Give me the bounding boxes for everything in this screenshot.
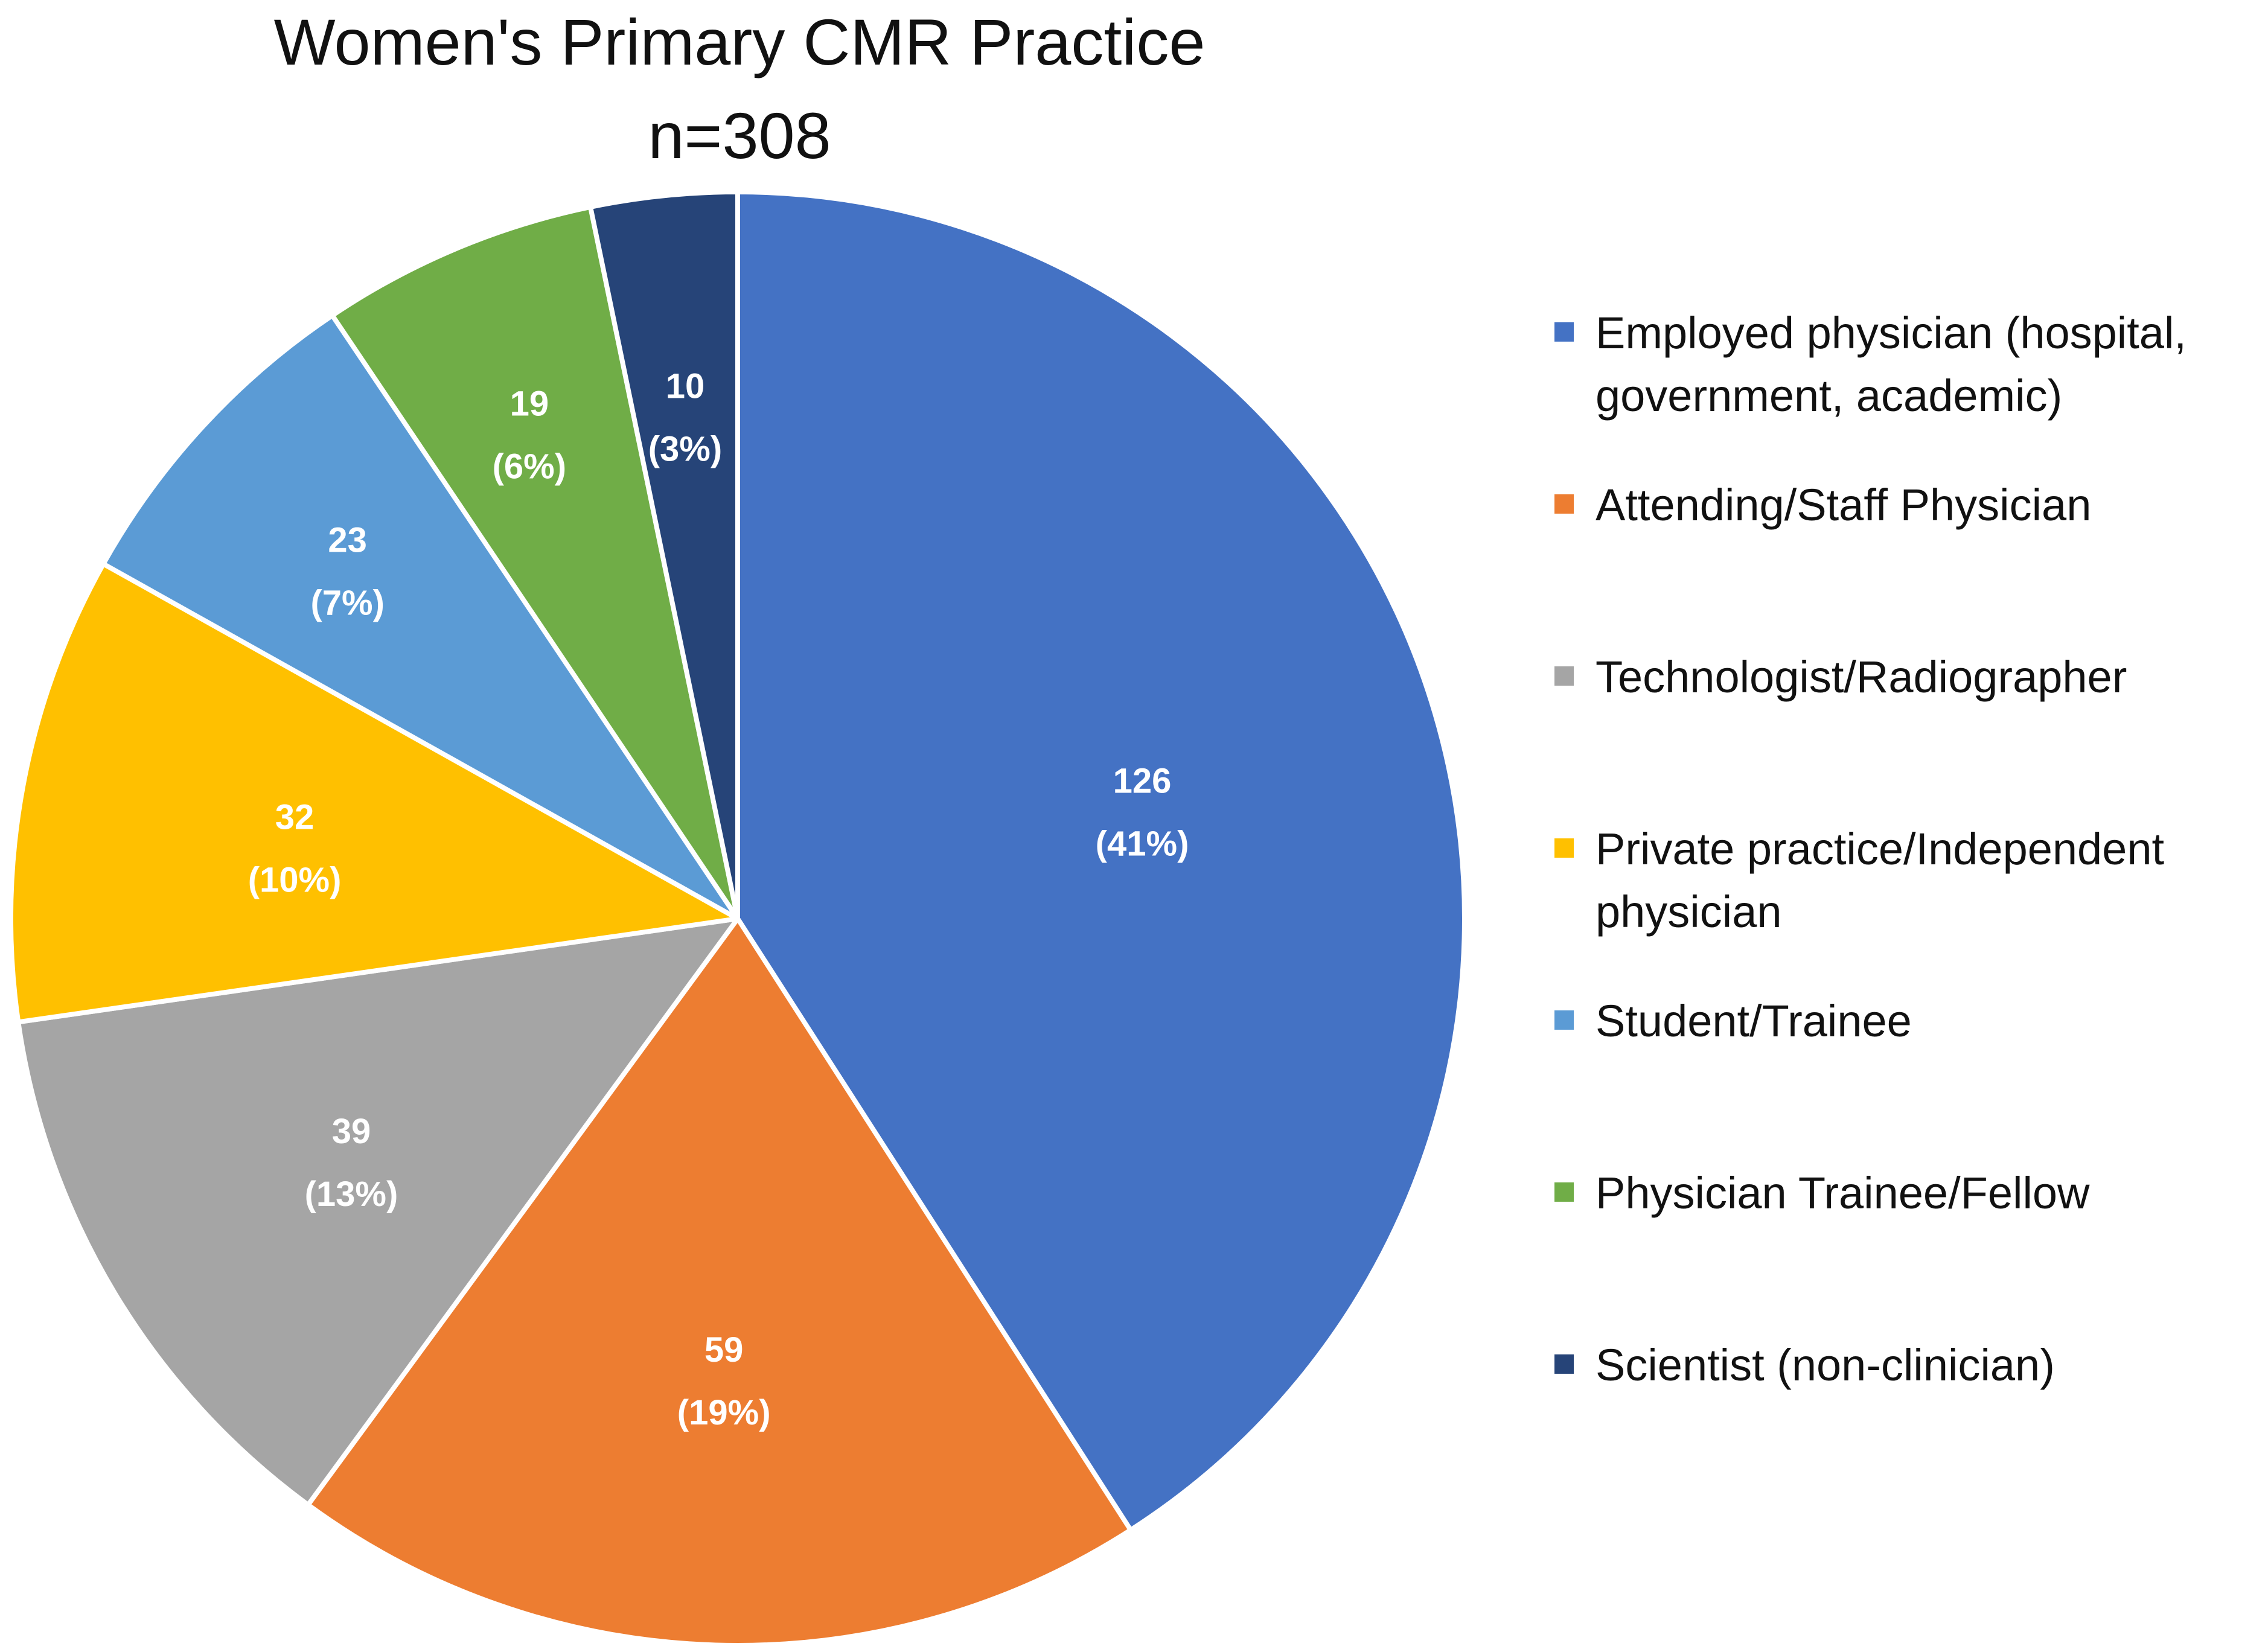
legend-label-5: Physician Trainee/Fellow (1596, 1168, 2090, 1218)
slice-percent-label-3: (10%) (248, 861, 342, 900)
pie-slice-2 (16, 916, 740, 1508)
slice-value-label-3: 32 (275, 798, 315, 837)
legend-label-1: Attending/Staff Physician (1596, 480, 2092, 530)
pie-slice-0 (735, 190, 1467, 1532)
legend-label-6: Scientist (non-clinician) (1596, 1340, 2055, 1390)
slice-value-label-5: 19 (510, 384, 549, 424)
chart-title: Women's Primary CMR Practice (273, 5, 1206, 78)
legend-swatch-5 (1554, 1182, 1574, 1202)
slice-value-label-6: 10 (666, 367, 705, 406)
slice-percent-label-1: (19%) (677, 1393, 771, 1432)
slice-percent-label-6: (3%) (648, 430, 722, 469)
legend-swatch-6 (1554, 1354, 1574, 1374)
legend-label-2: Technologist/Radiographer (1596, 652, 2127, 702)
legend-swatch-2 (1554, 666, 1574, 686)
legend-swatch-3 (1554, 838, 1574, 858)
legend-swatch-1 (1554, 494, 1574, 514)
slice-percent-label-4: (7%) (310, 583, 384, 622)
slice-value-label-2: 39 (332, 1112, 371, 1151)
pie-slice-5 (330, 204, 740, 921)
pie-slice-4 (101, 313, 740, 921)
legend-label-0: Employed physician (hospital, government… (1596, 308, 2187, 421)
slice-value-label-0: 126 (1113, 761, 1172, 800)
legend-swatch-4 (1554, 1010, 1574, 1030)
slice-percent-label-2: (13%) (305, 1175, 398, 1214)
legend-label-3: Private practice/Independent physician (1596, 824, 2165, 937)
legend-swatch-0 (1554, 322, 1574, 342)
slice-percent-label-0: (41%) (1096, 824, 1189, 863)
pie-slice-6 (588, 190, 740, 921)
slice-value-label-4: 23 (328, 520, 367, 560)
legend-label-4: Student/Trainee (1596, 996, 1912, 1046)
slice-percent-label-5: (6%) (493, 447, 566, 486)
slice-value-label-1: 59 (704, 1330, 744, 1370)
pie-slice-3 (8, 561, 740, 1025)
chart-subtitle: n=308 (648, 99, 831, 172)
pie-slice-1 (305, 916, 1133, 1648)
